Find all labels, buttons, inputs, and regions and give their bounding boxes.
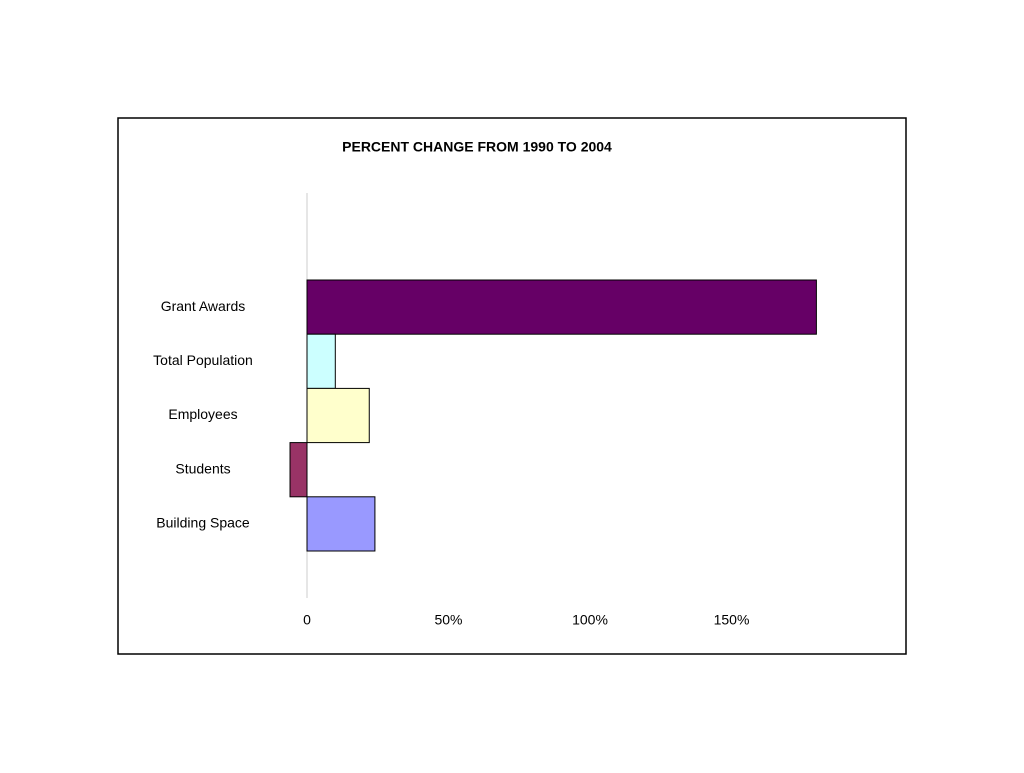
chart-title: PERCENT CHANGE FROM 1990 TO 2004 — [342, 139, 612, 155]
x-tick-label: 100% — [572, 612, 608, 628]
y-tick-label: Grant Awards — [161, 298, 246, 314]
x-tick-label: 0 — [303, 612, 311, 628]
x-tick-label: 50% — [434, 612, 462, 628]
y-tick-label: Employees — [168, 406, 237, 422]
chart-frame — [117, 117, 907, 655]
bar — [306, 387, 370, 444]
y-tick-label: Building Space — [156, 515, 250, 531]
bar — [306, 279, 817, 335]
y-tick-label: Students — [175, 460, 230, 476]
bar — [289, 442, 308, 498]
y-tick-label: Total Population — [153, 352, 253, 368]
bar — [306, 333, 336, 389]
x-tick-label: 150% — [714, 612, 750, 628]
bar — [306, 496, 376, 552]
